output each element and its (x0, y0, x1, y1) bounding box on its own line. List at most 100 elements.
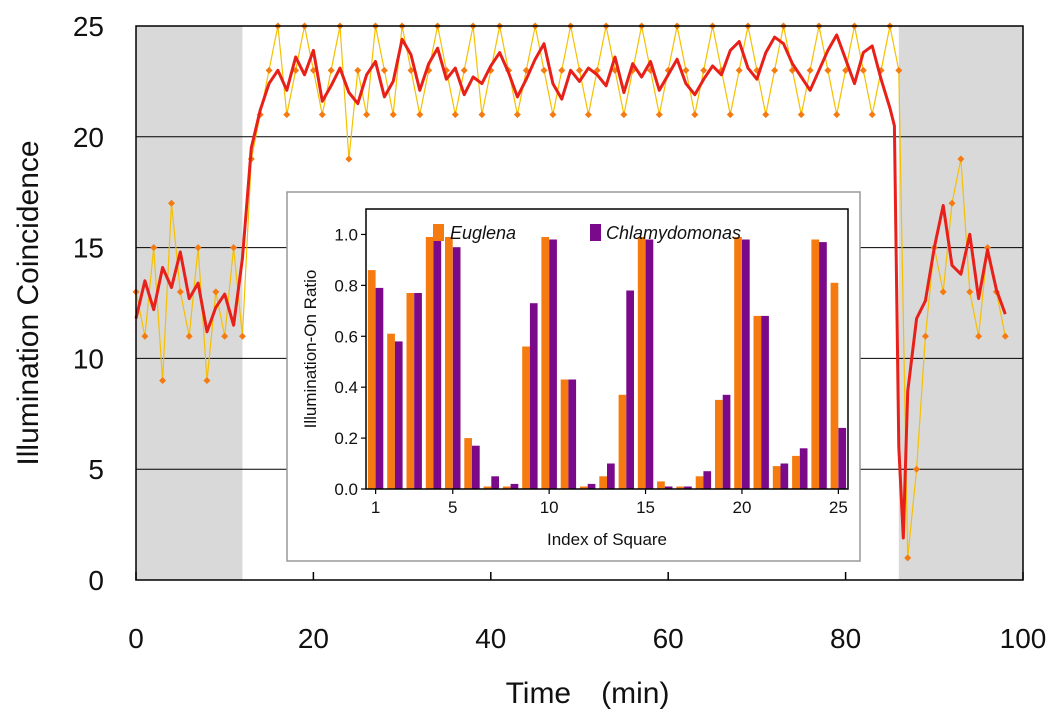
inset-x-tick-label-4: 20 (732, 498, 751, 517)
raw-point-15 (265, 66, 273, 74)
main-y-tick-label-4: 20 (73, 122, 104, 153)
raw-point-32 (416, 111, 424, 119)
bar-chlamydomonas-11 (568, 379, 577, 489)
inset-plot-frame (365, 208, 849, 490)
legend-label-chlamydomonas: Chlamydomonas (606, 223, 741, 243)
raw-point-89 (921, 332, 929, 340)
shaded-region-1 (898, 26, 1023, 580)
raw-point-93 (957, 155, 965, 163)
raw-point-98 (1001, 332, 1009, 340)
raw-point-80 (842, 66, 850, 74)
bar-euglena-11 (560, 379, 569, 489)
bar-euglena-2 (387, 333, 395, 489)
main-y-ticks: 0 5 10 15 20 25 (73, 11, 104, 596)
raw-point-25 (354, 66, 362, 74)
bar-chlamydomonas-3 (414, 293, 422, 489)
raw-point-71 (762, 111, 770, 119)
raw-point-11 (230, 244, 238, 252)
bar-chlamydomonas-25 (838, 427, 847, 489)
raw-point-1 (141, 332, 149, 340)
main-plot-frame (135, 25, 1024, 581)
raw-point-24 (345, 155, 353, 163)
inset-y-tick-label-0: 0.0 (334, 480, 358, 499)
inset-y-tick-label-5: 1.0 (334, 225, 358, 244)
bar-euglena-23 (792, 455, 800, 489)
main-x-tick-label-4: 80 (830, 623, 861, 654)
raw-point-10 (221, 332, 229, 340)
main-x-tick-label-5: 100 (1000, 623, 1047, 654)
inset-y-axis-label: Illumination-On Ratio (301, 270, 320, 429)
raw-point-94 (966, 288, 974, 296)
bar-euglena-17 (676, 486, 685, 489)
bar-chlamydomonas-10 (549, 239, 557, 489)
raw-point-8 (203, 377, 211, 385)
raw-point-96 (984, 244, 992, 252)
raw-point-22 (327, 66, 335, 74)
bar-euglena-5 (445, 237, 453, 489)
raw-point-7 (194, 244, 202, 252)
raw-point-43 (513, 111, 521, 119)
bar-chlamydomonas-8 (510, 483, 519, 489)
bar-euglena-7 (483, 486, 492, 489)
raw-point-92 (948, 199, 956, 207)
bar-euglena-24 (811, 239, 820, 489)
raw-point-47 (549, 111, 557, 119)
raw-point-86 (895, 66, 903, 74)
raw-point-9 (212, 288, 220, 296)
main-x-axis-label: Time (min) (506, 677, 670, 710)
raw-point-59 (655, 111, 663, 119)
legend-swatch-chlamydomonas (590, 224, 601, 241)
bar-chlamydomonas-4 (433, 239, 442, 489)
bar-euglena-22 (772, 466, 781, 489)
bar-euglena-1 (367, 270, 376, 489)
main-y-tick-label-0: 0 (88, 565, 104, 596)
bar-chlamydomonas-6 (472, 445, 480, 489)
bar-chlamydomonas-2 (394, 341, 403, 489)
bar-euglena-12 (580, 486, 588, 489)
raw-point-6 (185, 332, 193, 340)
bar-chlamydomonas-16 (664, 486, 673, 489)
raw-point-5 (176, 288, 184, 296)
inset-y-tick-label-4: 0.8 (334, 276, 358, 295)
bar-chlamydomonas-17 (684, 486, 692, 489)
bar-euglena-13 (599, 476, 607, 489)
bar-euglena-4 (425, 237, 434, 489)
raw-point-75 (797, 111, 805, 119)
raw-point-95 (975, 332, 983, 340)
bar-euglena-9 (522, 346, 530, 489)
main-x-ticks: 0 20 40 60 80 100 (128, 572, 1046, 654)
raw-point-2 (150, 244, 158, 252)
bar-euglena-3 (406, 293, 415, 489)
inset-x-tick-label-0: 1 (371, 498, 380, 517)
raw-point-55 (620, 111, 628, 119)
main-y-tick-label-1: 5 (88, 454, 104, 485)
main-y-tick-label-3: 15 (73, 233, 104, 264)
raw-point-63 (691, 111, 699, 119)
raw-point-29 (389, 111, 397, 119)
inset-y-ticks: 0.0 0.2 0.4 0.6 0.8 1.0 (334, 225, 366, 499)
raw-point-46 (540, 66, 548, 74)
raw-point-82 (859, 66, 867, 74)
raw-point-88 (913, 465, 921, 473)
inset-y-tick-label-3: 0.6 (334, 327, 358, 346)
bar-chlamydomonas-9 (529, 303, 538, 489)
main-y-tick-label-2: 10 (73, 343, 104, 374)
bar-euglena-25 (830, 282, 839, 489)
bar-euglena-15 (637, 237, 646, 489)
inset-y-tick-label-2: 0.4 (334, 378, 358, 397)
inset-y-tick-label-1: 0.2 (334, 429, 358, 448)
main-x-tick-label-2: 40 (475, 623, 506, 654)
bar-chlamydomonas-20 (742, 239, 750, 489)
raw-point-72 (771, 66, 779, 74)
bar-chlamydomonas-19 (722, 394, 731, 489)
raw-point-39 (478, 111, 486, 119)
raw-point-4 (167, 199, 175, 207)
raw-point-37 (460, 66, 468, 74)
bar-chlamydomonas-13 (607, 463, 615, 489)
raw-point-62 (682, 66, 690, 74)
bar-chlamydomonas-12 (587, 483, 596, 489)
raw-point-12 (238, 332, 246, 340)
legend-swatch-euglena (433, 224, 444, 241)
raw-point-78 (824, 66, 832, 74)
